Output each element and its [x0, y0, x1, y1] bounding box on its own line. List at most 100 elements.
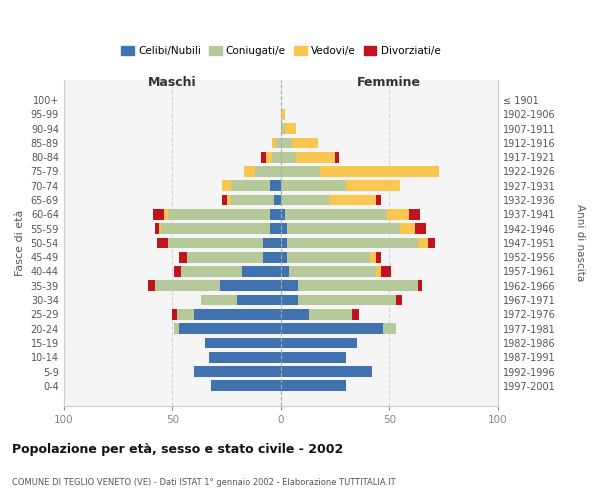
Bar — [281, 123, 285, 134]
Bar — [168, 238, 263, 248]
Bar — [281, 194, 329, 205]
Bar — [376, 266, 380, 277]
Bar — [287, 224, 400, 234]
Bar — [418, 280, 422, 291]
Bar — [285, 209, 387, 220]
Bar — [194, 309, 281, 320]
Bar — [428, 238, 435, 248]
Bar — [376, 252, 380, 262]
Text: Maschi: Maschi — [148, 76, 197, 88]
Bar — [281, 109, 285, 120]
Bar — [281, 152, 296, 162]
Bar — [296, 152, 335, 162]
Bar — [263, 252, 281, 262]
Bar — [175, 324, 179, 334]
Y-axis label: Anni di nascita: Anni di nascita — [575, 204, 585, 282]
Bar — [400, 224, 415, 234]
Bar — [415, 224, 426, 234]
Bar — [157, 238, 168, 248]
Bar — [164, 209, 168, 220]
Bar — [281, 224, 287, 234]
Bar — [409, 209, 419, 220]
Bar — [292, 138, 317, 148]
Bar — [179, 252, 187, 262]
Text: COMUNE DI TEGLIO VENETO (VE) - Dati ISTAT 1° gennaio 2002 - Elaborazione TUTTITA: COMUNE DI TEGLIO VENETO (VE) - Dati ISTA… — [12, 478, 395, 487]
Bar — [281, 294, 298, 306]
Bar — [281, 238, 287, 248]
Bar — [181, 266, 242, 277]
Bar — [281, 209, 285, 220]
Bar — [153, 209, 164, 220]
Bar — [281, 324, 383, 334]
Bar — [148, 280, 155, 291]
Bar — [309, 309, 352, 320]
Bar — [220, 280, 281, 291]
Bar — [281, 266, 289, 277]
Bar — [376, 194, 380, 205]
Bar — [396, 294, 403, 306]
Bar — [277, 138, 281, 148]
Bar — [272, 152, 281, 162]
Bar — [168, 209, 270, 220]
Legend: Celibi/Nubili, Coniugati/e, Vedovi/e, Divorziati/e: Celibi/Nubili, Coniugati/e, Vedovi/e, Di… — [118, 42, 443, 59]
Bar — [155, 224, 159, 234]
Bar — [179, 324, 281, 334]
Bar — [281, 252, 287, 262]
Bar — [161, 224, 270, 234]
Bar — [335, 152, 340, 162]
Bar — [159, 224, 161, 234]
Bar — [285, 123, 296, 134]
Bar — [281, 352, 346, 362]
Bar — [387, 209, 409, 220]
Bar — [281, 180, 346, 191]
Bar — [346, 180, 400, 191]
Bar — [329, 194, 376, 205]
Bar — [281, 166, 320, 177]
Bar — [370, 252, 376, 262]
Bar — [270, 224, 281, 234]
Text: Femmine: Femmine — [358, 76, 421, 88]
Bar — [211, 380, 281, 391]
Bar — [281, 366, 372, 377]
Bar — [281, 138, 292, 148]
Bar — [281, 380, 346, 391]
Bar — [380, 266, 391, 277]
Bar — [266, 152, 272, 162]
Bar — [205, 338, 281, 348]
Bar — [289, 266, 376, 277]
Bar — [187, 252, 263, 262]
Bar — [261, 152, 266, 162]
Bar — [287, 238, 418, 248]
Bar — [231, 194, 274, 205]
Bar — [227, 194, 231, 205]
Bar — [270, 180, 281, 191]
Bar — [298, 280, 418, 291]
Bar — [272, 138, 277, 148]
Bar — [418, 238, 428, 248]
Bar — [194, 366, 281, 377]
Bar — [209, 352, 281, 362]
Bar — [281, 280, 298, 291]
Bar — [263, 238, 281, 248]
Bar — [281, 338, 357, 348]
Y-axis label: Fasce di età: Fasce di età — [15, 210, 25, 276]
Bar — [175, 266, 181, 277]
Bar — [222, 194, 227, 205]
Bar — [320, 166, 439, 177]
Bar — [352, 309, 359, 320]
Bar — [274, 194, 281, 205]
Bar — [176, 309, 194, 320]
Bar — [242, 266, 281, 277]
Bar — [298, 294, 396, 306]
Bar — [155, 280, 220, 291]
Bar — [287, 252, 370, 262]
Bar — [222, 180, 231, 191]
Bar — [255, 166, 281, 177]
Bar — [383, 324, 396, 334]
Bar — [172, 309, 176, 320]
Bar — [270, 209, 281, 220]
Bar — [231, 180, 270, 191]
Bar — [238, 294, 281, 306]
Bar — [244, 166, 255, 177]
Bar — [281, 309, 309, 320]
